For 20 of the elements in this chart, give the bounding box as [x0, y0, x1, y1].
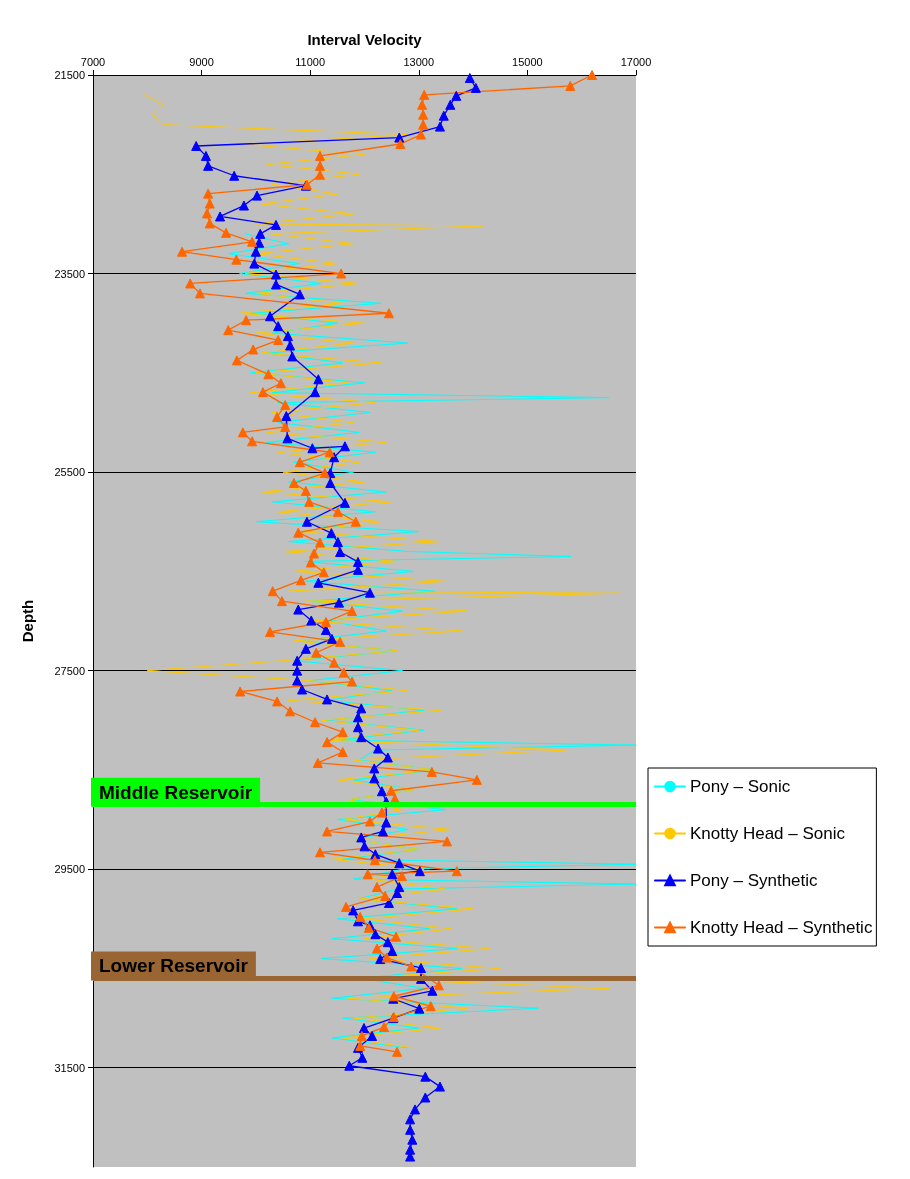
legend-label: Pony – Sonic — [690, 777, 791, 796]
y-tick-label: 23500 — [54, 267, 85, 280]
y-tick-label: 21500 — [54, 69, 85, 81]
x-tick-label: 11000 — [295, 55, 326, 68]
y-tick-label: 29500 — [54, 863, 85, 876]
x-axis-title: Interval Velocity — [307, 31, 423, 48]
legend-label: Pony – Synthetic — [690, 871, 819, 890]
x-tick-label: 9000 — [189, 55, 214, 68]
y-axis-title: Depth — [19, 599, 36, 643]
y-tick-label: 27500 — [54, 664, 85, 677]
y-tick-label: 31500 — [54, 1061, 85, 1074]
legend-label: Knotty Head – Sonic — [690, 824, 846, 843]
x-tick-label: 13000 — [403, 55, 435, 68]
x-tick-label: 7000 — [80, 55, 106, 68]
ref-line-label: Lower Reservoir — [99, 955, 249, 977]
y-tick-label: 25500 — [54, 466, 85, 479]
x-tick-label: 15000 — [512, 55, 543, 68]
ref-line-label: Middle Reservoir — [99, 781, 253, 803]
x-tick-label: 17000 — [620, 55, 652, 68]
legend-label: Knotty Head – Synthetic — [690, 918, 873, 937]
